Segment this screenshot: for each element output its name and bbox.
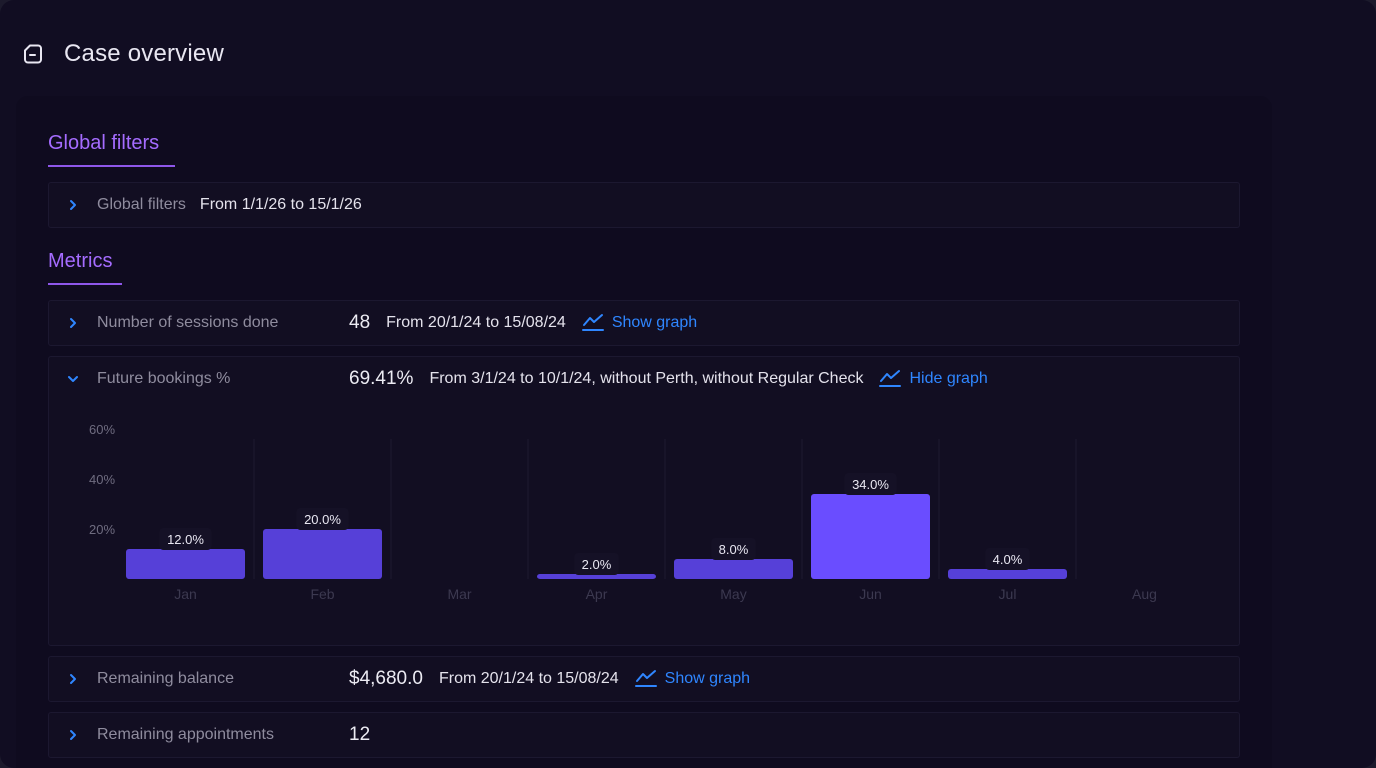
metrics-heading: Metrics [48,250,122,285]
x-tick-label: May [720,586,746,602]
line-chart-icon [879,370,902,387]
data-label: 12.0% [167,532,204,547]
bar [948,569,1067,579]
global-filters-label: Global filters [97,196,186,213]
bar-chart: 20% 40% 60% 12.0% Jan 20.0% Feb Mar 2.0% Apr 8.0% M… [89,422,1157,602]
bar [126,549,245,579]
line-chart-icon [634,670,657,687]
bar [263,529,382,579]
show-graph-label: Show graph [611,314,698,331]
metric-value: 12 [349,724,371,745]
metric-date-range: From 20/1/24 to 15/08/24 [438,670,619,687]
x-tick-label: Jan [174,586,197,602]
bar [537,574,656,579]
chevron-right-icon[interactable] [67,199,79,211]
metric-value: $4,680.0 [349,668,423,689]
overview-panel: Global filters Global filters From 1/1/2… [16,96,1272,768]
hide-graph-link[interactable]: Hide graph [879,369,988,389]
data-label-bg [985,548,1030,570]
x-tick-label: Jun [859,586,882,602]
y-tick-label: 40% [89,472,115,487]
show-graph-link[interactable]: Show graph [581,313,698,333]
data-label: 20.0% [304,512,341,527]
data-label-bg [711,538,756,560]
line-chart-icon [581,314,604,331]
chevron-right-icon[interactable] [67,317,79,329]
metric-label: Remaining appointments [97,726,274,743]
chevron-right-icon[interactable] [67,729,79,741]
metric-row-remaining-appointments[interactable]: Remaining appointments 12 [48,712,1240,758]
data-label-bg [296,508,349,530]
bar [811,494,930,579]
y-tick-label: 20% [89,522,115,537]
x-tick-label: Jul [999,586,1017,602]
data-label: 34.0% [852,477,889,492]
x-tick-label: Mar [447,586,471,602]
hide-graph-label: Hide graph [909,370,988,387]
data-label: 8.0% [719,542,749,557]
data-label: 2.0% [582,557,612,572]
bar [674,559,793,579]
data-label-bg [159,528,212,550]
x-tick-label: Aug [1132,586,1157,602]
metric-label: Remaining balance [97,670,234,687]
chevron-right-icon[interactable] [67,673,79,685]
chevron-down-icon[interactable] [67,373,79,385]
metric-date-range: From 20/1/24 to 15/08/24 [386,314,566,331]
metric-label: Future bookings % [97,370,231,387]
global-filters-row[interactable]: Global filters From 1/1/26 to 15/1/26 [48,182,1240,228]
page-title: Case overview [64,40,224,67]
show-graph-label: Show graph [664,670,751,687]
metric-row-future-bookings[interactable]: Future bookings % 69.41% From 3/1/24 to … [48,356,1240,646]
metric-row-sessions[interactable]: Number of sessions done 48 From 20/1/24 … [48,300,1240,346]
page-header: Case overview [22,38,224,70]
y-tick-label: 60% [89,422,115,437]
x-tick-label: Apr [586,586,608,602]
metric-value: 69.41% [349,368,414,389]
document-icon [24,44,42,64]
metric-label: Number of sessions done [97,314,279,331]
global-filters-heading: Global filters [48,132,175,167]
show-graph-link[interactable]: Show graph [634,669,751,689]
global-filters-value: From 1/1/26 to 15/1/26 [199,196,362,213]
metric-value: 48 [349,312,371,333]
future-bookings-chart: 20% 40% 60% 12.0% Jan 20.0% Feb Mar 2.0% Apr 8.0% M… [49,401,1239,645]
data-label-bg [574,553,619,575]
metric-date-range: From 3/1/24 to 10/1/24, without Perth, w… [429,370,864,387]
data-label-bg [844,473,897,495]
x-tick-label: Feb [310,586,334,602]
data-label: 4.0% [993,552,1023,567]
metric-row-remaining-balance[interactable]: Remaining balance $4,680.0 From 20/1/24 … [48,656,1240,702]
